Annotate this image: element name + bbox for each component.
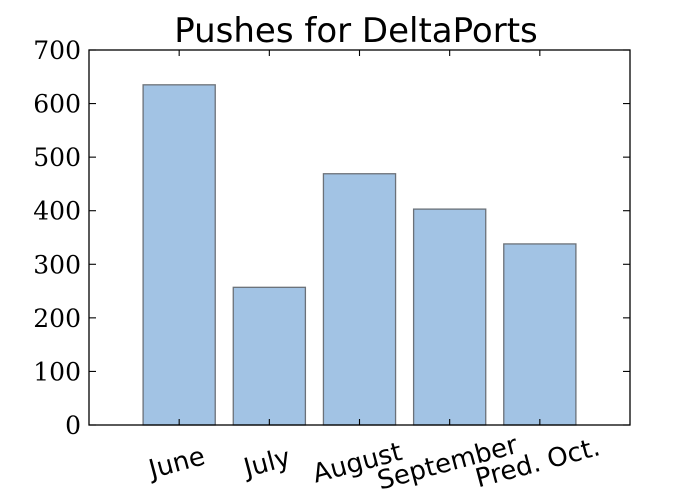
bar-june: [142, 84, 216, 426]
y-tick-label: 400: [33, 197, 81, 226]
bar-august: [322, 173, 397, 426]
y-tick-label: 300: [33, 250, 81, 279]
y-tick-label: 0: [65, 411, 81, 440]
chart-title: Pushes for DeltaPorts: [174, 11, 538, 51]
x-tick-label: July: [239, 443, 294, 485]
y-tick-label: 600: [33, 90, 81, 119]
y-tick-label: 700: [33, 36, 81, 65]
y-tick-label: 500: [33, 143, 81, 172]
bar-september: [412, 208, 487, 426]
bar-pred-oct: [503, 243, 577, 426]
y-axis: 0 100 200 300 400 500 600 700: [33, 36, 630, 440]
y-tick-label: 100: [33, 357, 81, 386]
y-tick-label: 200: [33, 304, 81, 333]
bars-layer: [142, 84, 577, 426]
bar-july: [232, 286, 307, 426]
x-tick-label: June: [144, 441, 208, 485]
